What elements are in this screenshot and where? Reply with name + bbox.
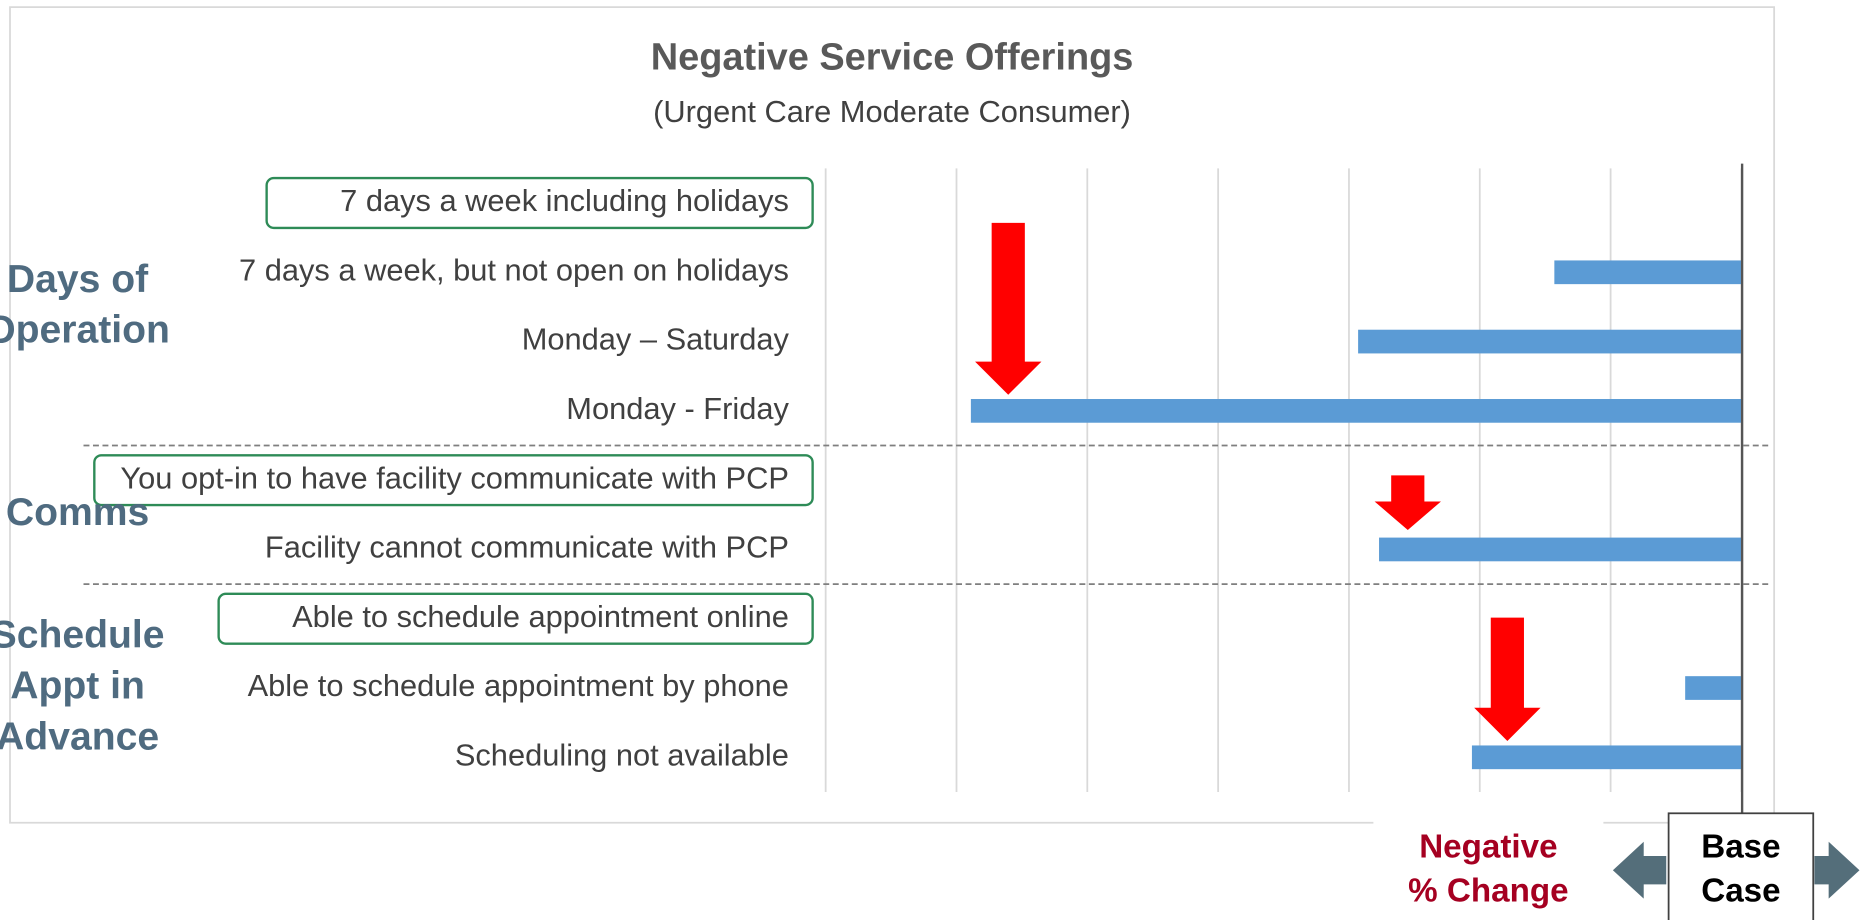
base-case-box (1667, 812, 1815, 920)
base-label: Case (1701, 872, 1780, 909)
negative-label: % Change (1408, 872, 1568, 909)
arrow (975, 222, 1042, 395)
bar (1379, 537, 1742, 562)
category-label: Able to schedule appointment by phone (248, 668, 789, 703)
baseline-box (93, 454, 814, 507)
category-label: Monday – Saturday (522, 322, 790, 357)
chart-subtitle: (Urgent Care Moderate Consumer) (653, 94, 1131, 129)
labels: 7 days a week including holidays 7 days a… (0, 176, 1772, 772)
right-arrow (1814, 841, 1860, 899)
bar (1685, 676, 1742, 700)
category-label: Scheduling not available (455, 737, 789, 772)
arrow (1474, 617, 1541, 741)
bar (1554, 260, 1742, 285)
baseline-box (217, 592, 814, 645)
category-label: 7 days a week, but not open on holidays (239, 252, 789, 287)
group-label: Appt in (10, 664, 145, 707)
group-label: Days of (7, 258, 149, 301)
category-label: Monday - Friday (566, 391, 789, 426)
chart-title: Negative Service Offerings (651, 36, 1134, 78)
category-label: Facility cannot communicate with PCP (265, 530, 789, 565)
baseline-box (265, 176, 814, 230)
group-label: Advance (0, 715, 159, 758)
left-arrow (1612, 841, 1667, 899)
negative-label: Negative (1419, 829, 1557, 866)
group-label: Schedule (0, 613, 165, 656)
category-label: Able to schedule appointment online (292, 599, 789, 634)
category-label: You opt-in to have facility communicate … (120, 460, 789, 495)
bar (1358, 329, 1742, 354)
base-label: Base (1701, 829, 1780, 866)
bar (1471, 745, 1742, 770)
category-label: 7 days a week including holidays (340, 183, 789, 218)
arrow (1374, 475, 1441, 530)
group-label: Comms (6, 491, 149, 534)
bar (970, 399, 1742, 423)
red-arrows (975, 222, 1541, 741)
bars (970, 260, 1742, 770)
group-label: Operation (0, 309, 170, 352)
